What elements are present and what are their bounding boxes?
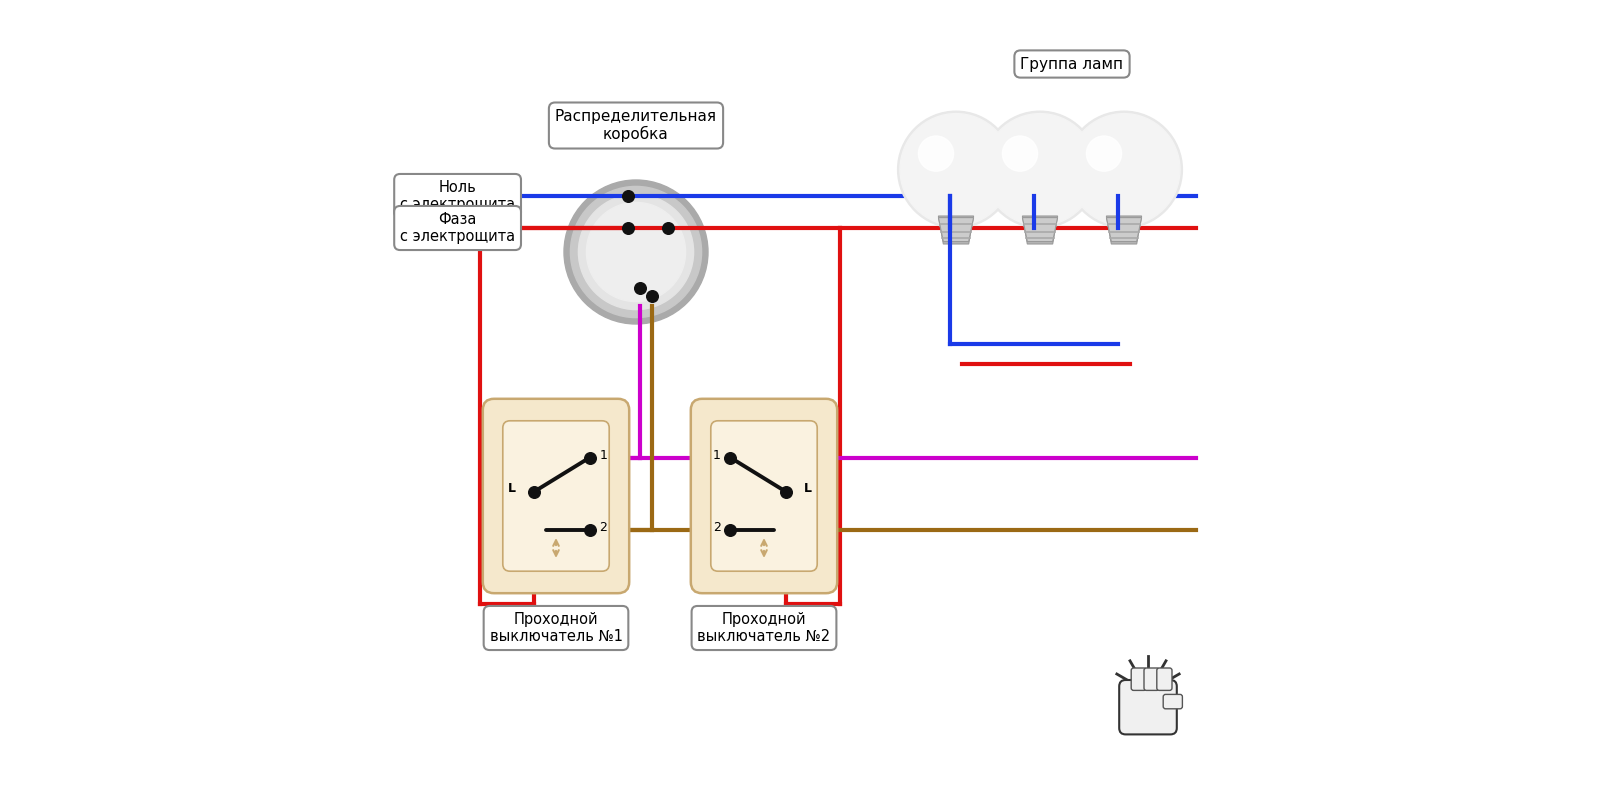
FancyBboxPatch shape (1157, 668, 1171, 690)
Text: L: L (509, 482, 515, 494)
Text: Проходной
выключатель №1: Проходной выключатель №1 (490, 612, 622, 644)
Text: Фаза
с электрощита: Фаза с электрощита (400, 212, 515, 244)
Text: Ноль
с электрощита: Ноль с электрощита (400, 180, 515, 212)
Point (614, 222, 640, 234)
Circle shape (1066, 111, 1182, 228)
Circle shape (981, 111, 1099, 228)
Point (718, 451, 744, 464)
Polygon shape (1022, 216, 1058, 244)
Point (627, 282, 653, 294)
Text: L: L (805, 482, 813, 494)
Circle shape (1002, 136, 1037, 171)
Text: 2: 2 (600, 521, 606, 534)
Point (614, 190, 640, 202)
Polygon shape (1107, 218, 1141, 242)
Polygon shape (938, 216, 973, 244)
FancyBboxPatch shape (691, 398, 837, 594)
Point (576, 523, 602, 536)
Point (656, 222, 682, 234)
FancyBboxPatch shape (502, 421, 610, 571)
FancyBboxPatch shape (1163, 694, 1182, 709)
Circle shape (899, 114, 1013, 226)
FancyBboxPatch shape (710, 421, 818, 571)
Point (718, 523, 744, 536)
FancyBboxPatch shape (1144, 668, 1158, 690)
Circle shape (1069, 114, 1181, 226)
Point (576, 451, 602, 464)
FancyBboxPatch shape (1131, 668, 1146, 690)
Text: 1: 1 (714, 449, 720, 462)
Text: Проходной
выключатель №2: Проходной выключатель №2 (698, 612, 830, 644)
Point (522, 486, 547, 498)
Circle shape (570, 186, 701, 318)
Text: 1: 1 (600, 449, 606, 462)
Text: Группа ламп: Группа ламп (1021, 57, 1123, 71)
Text: Распределительная
коробка: Распределительная коробка (555, 109, 717, 142)
Circle shape (898, 111, 1014, 228)
Point (640, 290, 666, 302)
Circle shape (563, 180, 707, 324)
Circle shape (1086, 136, 1122, 171)
Polygon shape (1107, 216, 1141, 244)
Circle shape (579, 194, 694, 310)
Point (774, 486, 800, 498)
Circle shape (918, 136, 954, 171)
FancyBboxPatch shape (483, 398, 629, 594)
Circle shape (586, 202, 686, 302)
Polygon shape (938, 218, 973, 242)
Polygon shape (1022, 218, 1058, 242)
Text: 2: 2 (714, 521, 720, 534)
Circle shape (984, 114, 1096, 226)
FancyBboxPatch shape (1120, 680, 1178, 734)
